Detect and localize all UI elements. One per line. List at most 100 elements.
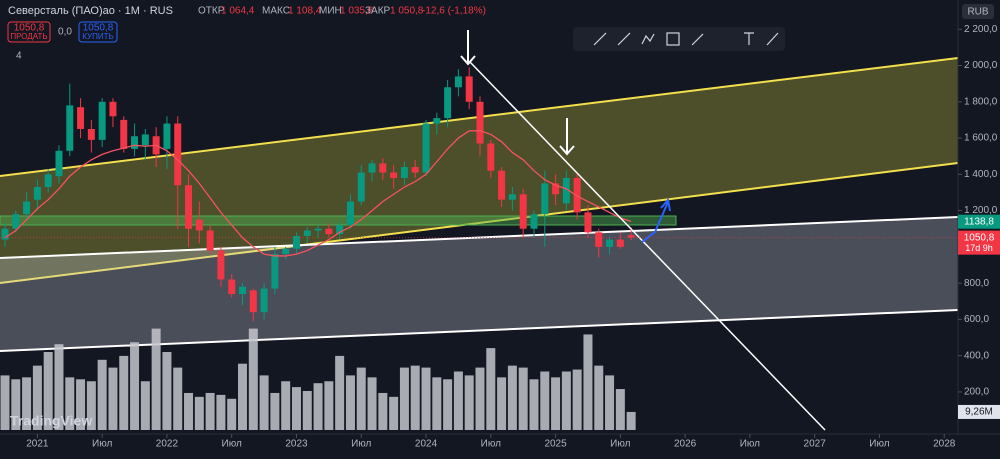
candle-body: [23, 201, 31, 215]
candle-body: [109, 101, 117, 117]
y-tick-label: 2 200,0: [964, 24, 998, 35]
volume-bar: [194, 396, 204, 430]
candle-body: [303, 230, 311, 236]
arrow-down: [460, 30, 476, 66]
volume-bar: [54, 344, 64, 430]
x-tick-label: 2021: [26, 439, 49, 450]
volume-bar: [507, 365, 517, 430]
volume-bar: [119, 355, 129, 430]
candle-body: [487, 143, 495, 171]
volume-bar: [475, 367, 485, 430]
candle-body: [379, 163, 387, 173]
volume-bar: [583, 334, 593, 430]
candle-body: [1, 228, 9, 240]
volume-bar: [302, 391, 312, 430]
candle-body: [433, 118, 441, 124]
channel-fill: [0, 58, 958, 283]
candle-body: [498, 170, 506, 200]
volume-bar: [227, 398, 237, 430]
candle-body: [239, 286, 246, 294]
candle-body: [627, 235, 635, 238]
tool-icon[interactable]: [617, 32, 631, 46]
x-tick-label: Июл: [222, 439, 242, 450]
y-tick-label: 800,0: [964, 278, 989, 289]
volume-bar: [345, 375, 355, 430]
candle-body: [573, 177, 581, 213]
volume-bar: [76, 379, 86, 430]
ohlc: ОТКР 1 064,4 МАКС 1 108,4 МИН 1 035,8 ЗА…: [198, 6, 486, 17]
candle-body: [141, 134, 149, 146]
candle-body: [228, 279, 236, 294]
candle-body: [174, 123, 182, 186]
volume-bar: [11, 379, 21, 430]
sell-button[interactable]: [7, 21, 51, 43]
volume-bar: [86, 381, 96, 430]
candle-body: [249, 290, 257, 313]
candle-body: [411, 167, 419, 173]
indicator-count[interactable]: 4: [16, 51, 22, 62]
candle-body: [120, 119, 128, 149]
level-tag-label: 1138,8: [964, 216, 994, 227]
volume-bar: [605, 375, 615, 430]
candle-body: [195, 219, 203, 231]
y-tick-label: 200,0: [964, 387, 989, 398]
volume-bar: [529, 379, 539, 430]
x-tick-label: Июл: [481, 439, 501, 450]
candle-body: [346, 201, 354, 226]
buy-button[interactable]: [78, 21, 118, 43]
x-tick-label: 2023: [285, 439, 308, 450]
candle-body: [476, 101, 484, 144]
arrow-down: [559, 118, 575, 156]
toolbar-icons: [593, 32, 779, 46]
x-tick-label: Июл: [740, 439, 760, 450]
tool-icon[interactable]: [691, 33, 704, 46]
candle-body: [454, 76, 462, 88]
volume-bar: [238, 363, 247, 430]
arrow-up: [641, 197, 671, 243]
candle-body: [55, 150, 63, 177]
x-tick-label: Июл: [869, 439, 889, 450]
volume-bar: [108, 367, 118, 430]
volume-bar: [378, 392, 388, 430]
volume-bar: [270, 392, 280, 430]
ohlc-value: 1 035,8: [340, 6, 374, 17]
candle-body: [185, 185, 193, 229]
y-tick-label: 1 200,0: [964, 205, 998, 216]
volume-bar: [151, 328, 161, 430]
channel-lower: [0, 162, 958, 284]
volume-bar: [540, 371, 550, 430]
x-tick-label: 2026: [674, 439, 697, 450]
volume-bar: [216, 394, 226, 430]
volume-bar: [626, 411, 636, 430]
candle-body: [357, 172, 365, 202]
candle-body: [292, 235, 300, 249]
tool-icon[interactable]: [593, 32, 607, 46]
candle-body: [422, 123, 430, 173]
volume-bar: [421, 367, 431, 430]
volume-bar: [65, 377, 75, 430]
x-tick-label: Июл: [351, 439, 371, 450]
symbol: Северсталь (ПАО)ао · 1М · RUS: [8, 5, 173, 17]
tool-icon[interactable]: [641, 33, 655, 45]
currency-button[interactable]: [962, 4, 994, 19]
candle-body: [282, 248, 290, 255]
x-tick-label: 2024: [415, 439, 438, 450]
tool-icon[interactable]: [766, 32, 779, 46]
volume-tag-label: 9,26M: [965, 407, 993, 418]
y-tick-label: 1 800,0: [964, 96, 998, 107]
volume-bar: [173, 367, 183, 430]
tool-icon[interactable]: [666, 32, 680, 46]
candle-body: [606, 239, 614, 247]
volume-bar: [259, 375, 269, 430]
candle-body: [541, 183, 549, 215]
tool-icon[interactable]: [744, 32, 754, 45]
candle-body: [87, 128, 95, 140]
volume-bar: [518, 367, 528, 430]
candle-body: [595, 232, 603, 247]
volume-bar: [248, 328, 258, 430]
candle-body: [131, 136, 139, 149]
volume-bar: [486, 348, 496, 430]
buy-price: 1050,8: [83, 23, 114, 34]
volume-bar: [410, 365, 420, 430]
drawings: [460, 30, 826, 431]
